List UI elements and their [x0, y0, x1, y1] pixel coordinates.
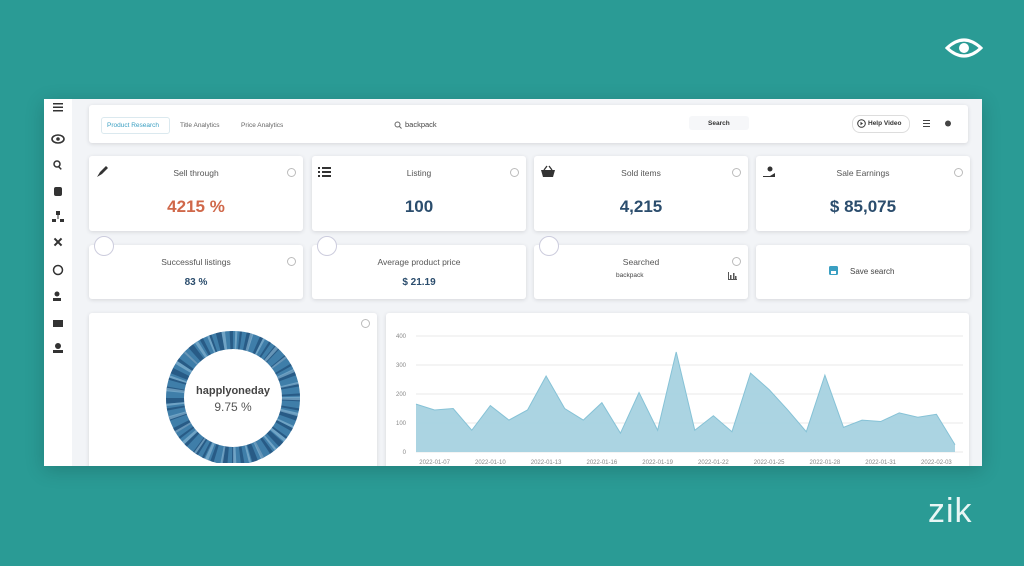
play-icon [857, 119, 866, 128]
stat-card: Average product price $ 21.19 [312, 236, 526, 299]
stat-value: 83 % [184, 277, 208, 288]
active-tab-frame [101, 117, 170, 134]
chart-panel: 0 100 200 300 400 2022-01-07 2022-01-10 2022-01… [386, 313, 969, 466]
y-tick-label: 300 [396, 363, 407, 369]
search-icon [539, 236, 559, 256]
card-value: 4215 % [167, 197, 225, 216]
dashboard: Product Research Title Analytics Price A… [44, 99, 982, 466]
donut-panel: happlyoneday 9.75 % [89, 313, 377, 466]
tab[interactable]: Product Research [107, 122, 160, 129]
card-value: $ 85,075 [829, 197, 897, 216]
list-icon [318, 167, 331, 177]
x-tick-label: 2022-01-13 [531, 460, 562, 466]
x-tick-label: 2022-02-03 [921, 460, 952, 466]
card-label: Sell through [173, 168, 219, 178]
help-icon[interactable] [510, 168, 519, 177]
x-tick-label: 2022-01-22 [698, 460, 729, 466]
y-tick-label: 0 [403, 450, 407, 456]
help-icon[interactable] [954, 168, 963, 177]
stat-card: Successful listings 83 % [89, 236, 303, 299]
help-button[interactable]: Help Video [868, 120, 902, 127]
top-bar: Product Research Title Analytics Price A… [89, 105, 968, 143]
sidebar-icons [51, 103, 65, 353]
card-value: 100 [404, 197, 434, 216]
tab[interactable]: Price Analytics [241, 122, 284, 129]
stat-label: Searched [622, 257, 660, 267]
metric-card: Sale Earnings $ 85,075 [756, 156, 970, 231]
y-tick-label: 100 [396, 421, 407, 427]
sidebar [44, 99, 72, 466]
help-icon[interactable] [732, 168, 741, 177]
help-icon[interactable] [287, 168, 296, 177]
dollar-icon [317, 236, 337, 256]
card-label: Listing [406, 168, 432, 178]
search-icon [394, 121, 402, 129]
y-tick-label: 400 [396, 334, 407, 340]
x-tick-label: 2022-01-07 [419, 460, 450, 466]
stat-value: $ 21.19 [402, 277, 436, 288]
metric-card: Sold items 4,215 [534, 156, 748, 231]
metric-card: Sell through 4215 % [89, 156, 303, 231]
earnings-icon [763, 166, 775, 177]
chart-icon[interactable] [728, 272, 737, 280]
x-tick-label: 2022-01-28 [810, 460, 841, 466]
stat-card: Searched backpack [534, 236, 748, 299]
brand: zik [928, 492, 973, 530]
help-icon[interactable] [361, 319, 370, 328]
tab[interactable]: Title Analytics [180, 122, 220, 129]
area-line [415, 351, 956, 446]
metric-card: Listing 100 [312, 156, 526, 231]
search-input[interactable]: backpack [405, 120, 437, 129]
card-label: Sale Earnings [836, 168, 890, 178]
stat-label: Successful listings [161, 257, 231, 267]
stat-value: backpack [616, 272, 644, 279]
x-tick-label: 2022-01-31 [865, 460, 896, 466]
help-icon[interactable] [732, 257, 741, 266]
rocket-icon [97, 166, 108, 177]
donut-label: happlyoneday [196, 385, 270, 397]
stat-label: Average product price [377, 257, 461, 267]
basket-icon [541, 165, 555, 177]
search-button-bg [689, 116, 749, 130]
y-tick-label: 200 [396, 392, 407, 398]
donut-value: 9.75 % [214, 400, 252, 414]
save-search-card[interactable]: Save search [756, 245, 970, 299]
card-label: Sold items [621, 168, 661, 178]
x-tick-label: 2022-01-25 [754, 460, 785, 466]
medal-icon [94, 236, 114, 256]
area-chart: 0 100 200 300 400 2022-01-07 2022-01-10 2022-01… [396, 334, 963, 466]
help-icon[interactable] [287, 257, 296, 266]
x-tick-label: 2022-01-10 [475, 460, 506, 466]
card-value: 4,215 [619, 197, 663, 216]
area [416, 351, 955, 452]
search-button[interactable]: Search [708, 120, 730, 127]
toolbar-icons[interactable] [923, 119, 953, 128]
x-tick-label: 2022-01-16 [587, 460, 618, 466]
help-button-frame [852, 115, 910, 133]
save-icon [829, 266, 838, 275]
donut [166, 331, 300, 463]
x-tick-label: 2022-01-19 [642, 460, 673, 466]
eye-logo [945, 38, 983, 58]
save-search[interactable]: Save search [850, 267, 895, 276]
